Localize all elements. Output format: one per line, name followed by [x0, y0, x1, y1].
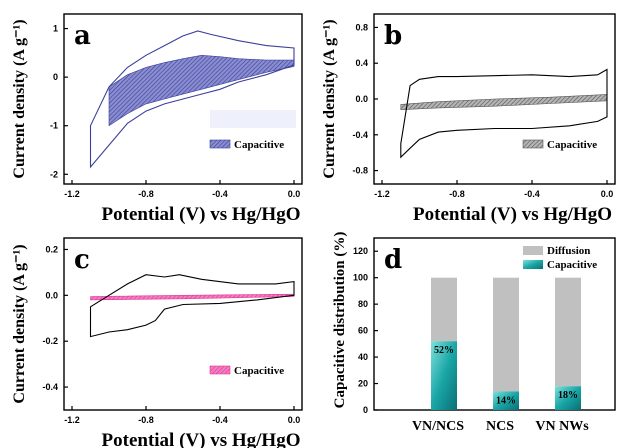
category-label: VN NWs — [535, 419, 589, 434]
legend-swatch — [209, 139, 231, 149]
y-axis-label: Capacitive distribution (%) — [332, 232, 348, 409]
x-tick-label: 0.0 — [601, 189, 614, 199]
y-tick-label: 0 — [53, 72, 58, 82]
y-tick-label: -0.4 — [42, 382, 58, 392]
y-tick-label: 0.2 — [45, 244, 58, 254]
y-tick-label: 40 — [358, 352, 368, 362]
x-tick-label: -0.8 — [449, 189, 465, 199]
y-axis-label: Current density (A g⁻¹) — [11, 19, 28, 178]
y-tick-label: -0.4 — [352, 130, 368, 140]
panel-letter: d — [384, 245, 402, 275]
x-tick-label: -0.4 — [212, 189, 228, 199]
y-axis-label: Current density (A g⁻¹) — [321, 19, 338, 178]
legend-label: Capacitive — [547, 259, 597, 271]
capacitive-area — [90, 293, 295, 301]
category-label: VN/NCS — [412, 419, 464, 434]
capacitive-bar — [555, 386, 581, 410]
x-axis-label: Potential (V) vs Hg/HgO — [102, 204, 301, 225]
legend-swatch — [523, 260, 543, 269]
x-tick-label: -0.4 — [212, 415, 228, 425]
y-tick-label: -0.8 — [352, 166, 368, 176]
x-tick-label: -1.2 — [64, 415, 80, 425]
panel-letter: a — [74, 21, 91, 51]
capacitive-bar — [493, 391, 519, 410]
panel-a: -2 -1 0 1 a -1.2 -0.8 -0.4 0.0 Capacitive Potentia… — [11, 13, 303, 225]
y-tick-label: 80 — [358, 299, 368, 309]
y-tick-label: 20 — [358, 379, 368, 389]
category-label: NCS — [486, 419, 514, 434]
capacitive-bar — [431, 341, 457, 410]
panel-d: 0 20 40 60 80 100 120 d 52% VN/NCS 14% NCS 18% VN NWs… — [332, 232, 616, 434]
cv-curve — [400, 68, 608, 159]
y-tick-label: 0.0 — [45, 290, 58, 300]
plot-frame — [63, 237, 303, 411]
legend-swatch — [522, 139, 544, 149]
plot-frame — [63, 13, 303, 185]
bar-value-label: 18% — [558, 390, 578, 401]
x-tick-label: -1.2 — [64, 189, 80, 199]
cv-curve — [89, 30, 295, 169]
diffusion-bar — [431, 277, 457, 342]
x-axis-label: Potential (V) vs Hg/HgO — [102, 430, 301, 448]
legend-label: Diffusion — [547, 245, 590, 257]
legend-background — [210, 110, 296, 128]
y-axis-label: Current density (A g⁻¹) — [11, 244, 28, 403]
panel-b: -0.8 -0.4 0.0 0.4 0.8 b -1.2 -0.8 -0.4 0.0 Capacit… — [321, 13, 616, 225]
y-tick-label: 120 — [353, 246, 368, 256]
diffusion-bar — [555, 277, 581, 387]
x-tick-label: -0.8 — [138, 189, 154, 199]
y-tick-label: -1 — [50, 121, 58, 131]
panel-c: -0.4 -0.2 0.0 0.2 c -1.2 -0.8 -0.4 0.0 Capacitive… — [11, 237, 303, 448]
legend-swatch — [523, 246, 543, 255]
y-tick-label: 0.0 — [355, 94, 368, 104]
y-tick-label: -0.2 — [42, 336, 58, 346]
legend-label: Capacitive — [234, 365, 284, 377]
x-tick-label: 0.0 — [288, 415, 301, 425]
y-tick-label: 60 — [358, 326, 368, 336]
y-tick-label: 1 — [53, 24, 58, 34]
legend-label: Capacitive — [547, 139, 597, 151]
bar-value-label: 52% — [434, 345, 454, 356]
legend-swatch — [209, 365, 231, 375]
y-tick-label: 100 — [353, 273, 368, 283]
x-tick-label: -0.8 — [138, 415, 154, 425]
y-tick-label: 0 — [363, 405, 368, 415]
legend-label: Capacitive — [234, 139, 284, 151]
panel-letter: b — [384, 21, 402, 51]
x-tick-label: 0.0 — [288, 189, 301, 199]
diffusion-bar — [493, 277, 519, 392]
y-tick-label: 0.8 — [355, 22, 368, 32]
bar-value-label: 14% — [496, 395, 516, 406]
y-tick-label: -2 — [50, 169, 58, 179]
capacitive-area — [108, 54, 295, 127]
x-tick-label: -0.4 — [524, 189, 540, 199]
panel-letter: c — [74, 245, 90, 275]
capacitive-area — [400, 94, 608, 111]
x-axis-label: Potential (V) vs Hg/HgO — [413, 204, 612, 225]
cv-curve — [89, 274, 295, 338]
y-tick-label: 0.4 — [355, 58, 368, 68]
x-tick-label: -1.2 — [374, 189, 390, 199]
